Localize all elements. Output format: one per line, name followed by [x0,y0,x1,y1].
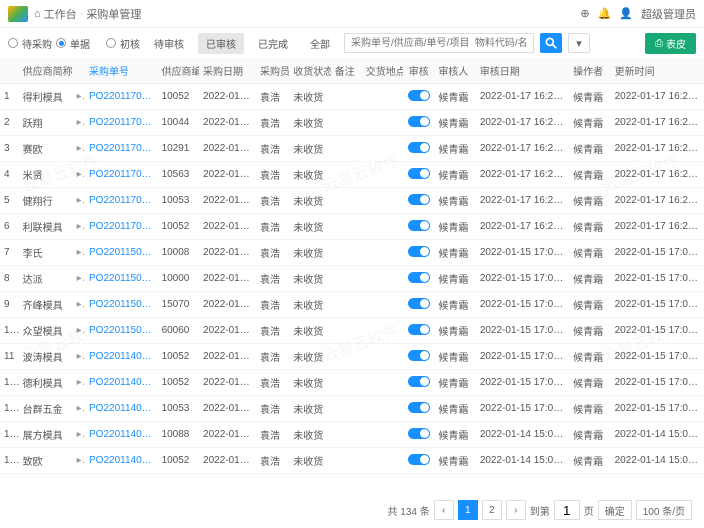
filter-button[interactable]: ▾ [568,33,590,53]
pager-prev[interactable]: ‹ [434,500,454,520]
col-header[interactable] [0,58,19,84]
table-row[interactable]: 4米贤▸PO2201170008105632022-01-17袁浩未收货候青霜2… [0,162,704,188]
username[interactable]: 超级管理员 [641,6,696,22]
logo [8,6,28,22]
audit-switch[interactable] [408,350,430,361]
pager-total: 共 134 条 [388,503,430,518]
table-row[interactable]: 9齐峰模具▸PO2201150003150702022-01-15袁浩未收货候青… [0,292,704,318]
audit-switch[interactable] [408,402,430,413]
tab-pending[interactable]: 待审核 [146,33,192,54]
home-icon[interactable]: ⌂ [34,8,41,20]
pager-size[interactable]: 100 条/页 [636,500,692,520]
audit-switch[interactable] [408,168,430,179]
col-header[interactable] [73,58,85,84]
toolbar: 待采购 单据 初核 待审核 已审核 已完成 全部 ▾ ⎙表皮 [0,28,704,58]
pager-jump-input[interactable] [554,500,580,520]
table-row[interactable]: 3赛欧▸PO2201170009102912022-01-17袁浩未收货候青霜2… [0,136,704,162]
table-row[interactable]: 10众望模具▸PO2201150002600602022-01-15袁浩未收货候… [0,318,704,344]
po-table: 供应商简称采购单号供应商编号采购日期采购员收货状态备注交货地点审核审核人审核日期… [0,58,704,476]
audit-switch[interactable] [408,194,430,205]
audit-switch[interactable] [408,454,430,465]
col-header[interactable]: 操作者 [569,58,610,84]
crumb-sep: · [80,8,84,20]
breadcrumb: ⌂ 工作台 · 采购单管理 [34,6,141,22]
table-row[interactable]: 5健翔行▸PO2201170007100532022-01-17袁浩未收货候青霜… [0,188,704,214]
topbar: ⌂ 工作台 · 采购单管理 ⊕ 🔔 👤 超级管理员 [0,0,704,28]
audit-switch[interactable] [408,376,430,387]
col-header[interactable]: 更新时间 [611,58,704,84]
table-wrap: 供应商简称采购单号供应商编号采购日期采购员收货状态备注交货地点审核审核人审核日期… [0,58,704,476]
table-row[interactable]: 14展方模具▸PO2201140006100882022-01-14袁浩未收货候… [0,422,704,448]
col-header[interactable]: 采购日期 [199,58,256,84]
export-icon: ⎙ [655,38,663,49]
radio-group-1: 待采购 单据 [8,36,90,51]
tab-all[interactable]: 全部 [302,33,338,54]
col-header[interactable]: 采购员 [256,58,289,84]
radio-first[interactable] [106,38,116,48]
col-header[interactable]: 供应商编号 [158,58,199,84]
table-row[interactable]: 1得利模具▸PO2201170011100522022-01-17袁浩未收货候青… [0,84,704,110]
table-row[interactable]: 11波涛模具▸PO2201140018100522022-01-14袁浩未收货候… [0,344,704,370]
bell-icon[interactable]: 🔔 [598,7,612,20]
notify-icon[interactable]: ⊕ [580,7,589,20]
col-header[interactable]: 审核人 [434,58,475,84]
col-header[interactable]: 审核 [403,58,434,84]
pager-next[interactable]: › [506,500,526,520]
pager-confirm[interactable]: 确定 [598,500,632,520]
search-button[interactable] [540,33,562,53]
export-button[interactable]: ⎙表皮 [645,33,696,54]
col-header[interactable]: 交货地点 [362,58,403,84]
col-header[interactable]: 收货状态 [289,58,330,84]
audit-switch[interactable] [408,246,430,257]
audit-switch[interactable] [408,298,430,309]
avatar-icon[interactable]: 👤 [619,7,633,20]
tab-done[interactable]: 已完成 [250,33,296,54]
pagination: 共 134 条 ‹ 1 2 › 到第 页 确定 100 条/页 [388,500,693,520]
col-header[interactable]: 采购单号 [85,58,158,84]
audit-switch[interactable] [408,220,430,231]
tab-audited[interactable]: 已审核 [198,33,244,54]
table-row[interactable]: 6利联模具▸PO2201170001100522022-01-17袁浩未收货候青… [0,214,704,240]
audit-switch[interactable] [408,116,430,127]
radio-pending[interactable] [8,38,18,48]
pager-unit: 页 [584,503,594,518]
table-row[interactable]: 7李氏▸PO2201150005100082022-01-15袁浩未收货候青霜2… [0,240,704,266]
table-row[interactable]: 16米时▸PO2201140003100532022-01-14袁浩未收货候青霜… [0,474,704,477]
search-input[interactable] [344,33,534,53]
topbar-right: ⊕ 🔔 👤 超级管理员 [580,6,696,22]
audit-switch[interactable] [408,90,430,101]
crumb-page[interactable]: 采购单管理 [86,6,141,22]
audit-switch[interactable] [408,324,430,335]
audit-switch[interactable] [408,142,430,153]
audit-switch[interactable] [408,272,430,283]
pager-page-1[interactable]: 1 [458,500,478,520]
radio-doc[interactable] [56,38,66,48]
table-row[interactable]: 2跃翔▸PO2201170010100442022-01-17袁浩未收货候青霜2… [0,110,704,136]
crumb-workbench[interactable]: 工作台 [44,6,77,22]
audit-switch[interactable] [408,428,430,439]
table-row[interactable]: 12德利模具▸PO2201140017100522022-01-14袁浩未收货候… [0,370,704,396]
table-row[interactable]: 15致欧▸PO2201140004100522022-01-14袁浩未收货候青霜… [0,448,704,474]
pager-page-2[interactable]: 2 [482,500,502,520]
pager-jump-label: 到第 [530,503,550,518]
table-row[interactable]: 13台群五金▸PO2201140015100532022-01-14袁浩未收货候… [0,396,704,422]
col-header[interactable]: 审核日期 [476,58,569,84]
col-header[interactable]: 供应商简称 [19,58,73,84]
col-header[interactable]: 备注 [331,58,362,84]
radio-group-2: 初核 [106,36,140,51]
table-row[interactable]: 8达派▸PO2201150004100002022-01-15袁浩未收货候青霜2… [0,266,704,292]
